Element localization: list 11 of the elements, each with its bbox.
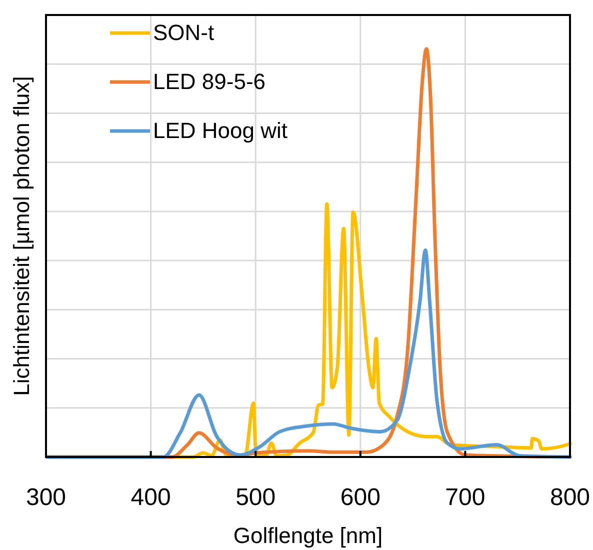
x-tick-label: 400 — [130, 484, 171, 511]
x-tick-label: 700 — [445, 484, 486, 511]
x-tick-label: 300 — [26, 484, 66, 511]
legend-label: LED 89-5-6 — [153, 69, 266, 94]
x-tick-label: 500 — [236, 484, 276, 511]
legend-label: SON-t — [153, 20, 214, 45]
x-tick-label: 600 — [340, 484, 380, 511]
x-axis-title: Golflengte [nm] — [233, 523, 383, 548]
y-axis-title: Lichtintensiteit [µmol photon flux] — [9, 76, 34, 396]
x-tick-label: 800 — [550, 484, 590, 511]
legend-label: LED Hoog wit — [153, 118, 288, 143]
